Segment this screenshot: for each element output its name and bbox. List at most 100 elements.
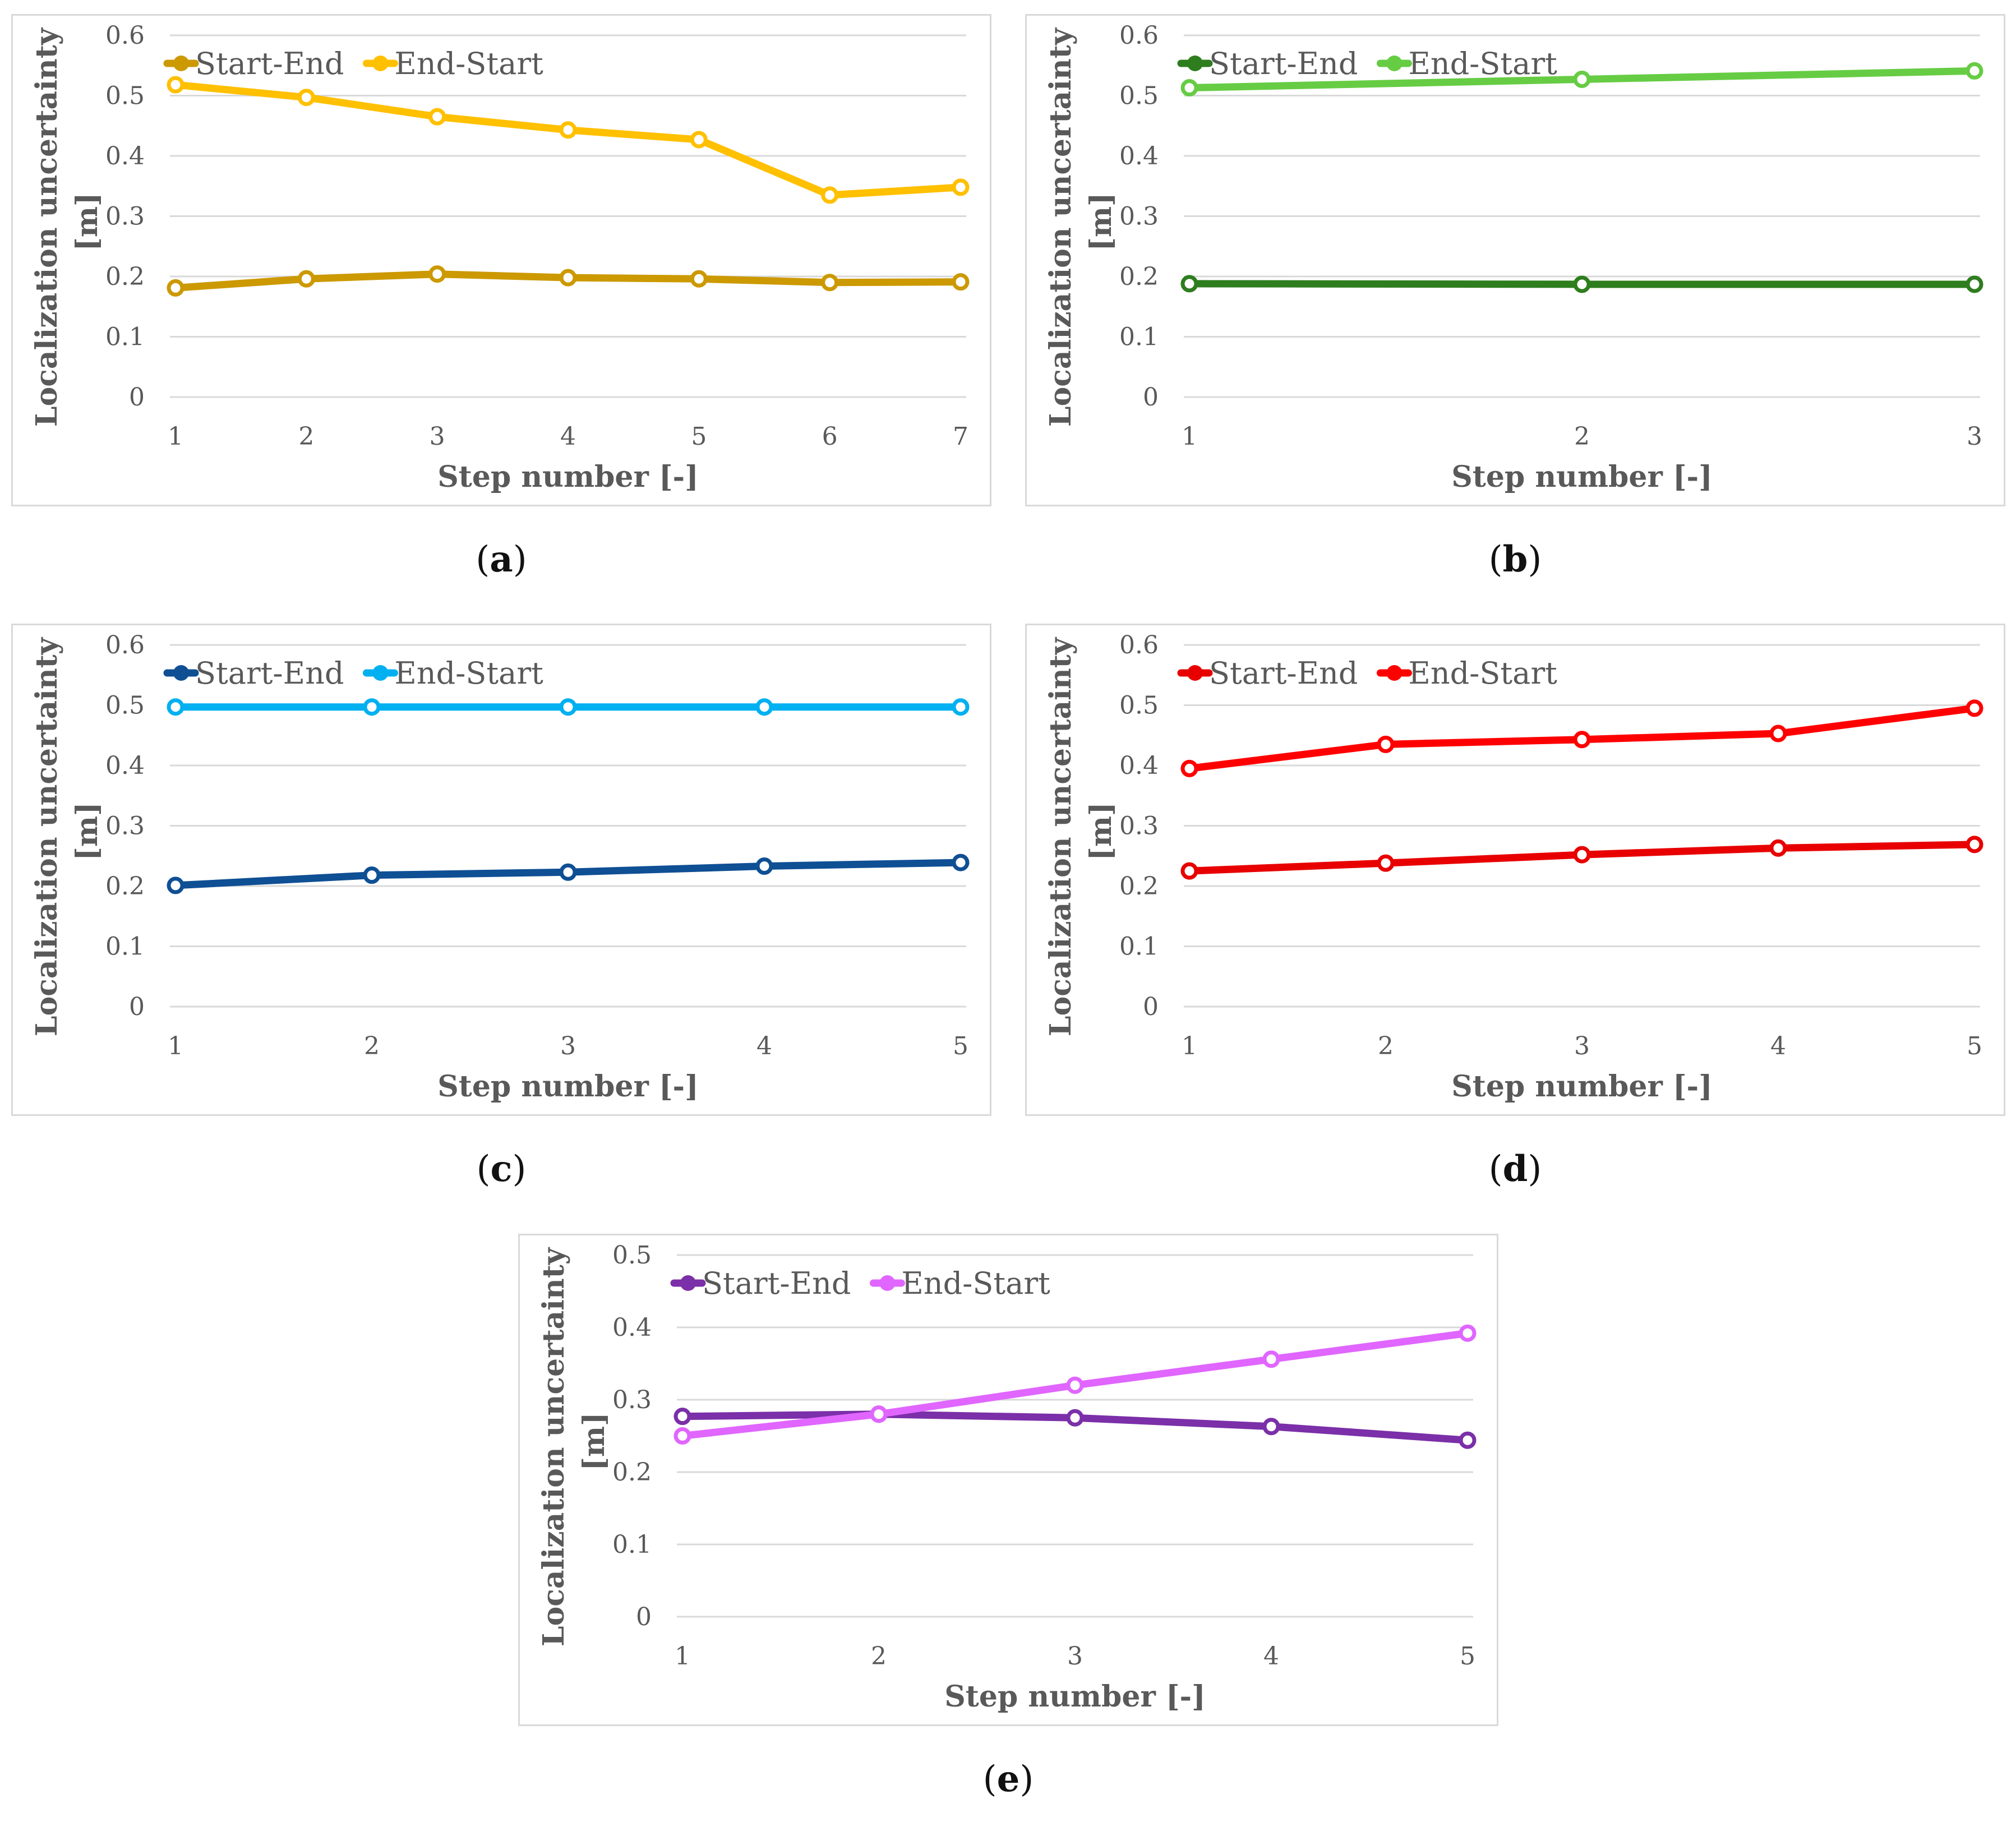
legend-marker-start-end bbox=[173, 665, 189, 681]
y-tick-label: 0.5 bbox=[105, 82, 145, 110]
x-axis-title: Step number [-] bbox=[1451, 1069, 1713, 1104]
x-tick-label: 4 bbox=[1770, 1032, 1786, 1060]
y-tick-label: 0.1 bbox=[1119, 323, 1159, 352]
x-tick-label: 1 bbox=[168, 1032, 183, 1060]
data-point-end-start bbox=[1966, 699, 1983, 717]
data-point-start-end bbox=[690, 270, 708, 288]
y-tick-label: 0 bbox=[1143, 993, 1159, 1021]
data-point-start-end bbox=[1180, 275, 1198, 293]
y-tick-label: 0.4 bbox=[105, 142, 145, 170]
y-tick-label: 0.5 bbox=[612, 1241, 652, 1270]
data-point-start-end bbox=[952, 273, 970, 291]
legend-marker-start-end bbox=[173, 56, 189, 71]
legend-label-start-end: Start-End bbox=[195, 656, 344, 691]
chart-b-svg: 0 0.1 0.2 0.3 0.4 0.5 0.6 1 2 3 Step number [-] Loc… bbox=[1044, 21, 1983, 494]
legend-label-start-end: Start-End bbox=[195, 46, 344, 81]
chart-d-svg: 0 0.1 0.2 0.3 0.4 0.5 0.6 1 2 3 4 5 Step number [-] L… bbox=[1044, 631, 1983, 1104]
caption-d: (d) bbox=[1488, 1148, 1542, 1190]
data-point-start-end bbox=[297, 270, 315, 288]
legend-marker-end-start bbox=[879, 1275, 896, 1291]
chart-panel-b: 0 0.1 0.2 0.3 0.4 0.5 0.6 1 2 3 Step number [-] Loc… bbox=[1025, 14, 2005, 506]
data-point-end-start bbox=[1180, 759, 1198, 777]
legend-label-end-start: End-Start bbox=[1408, 46, 1557, 81]
x-tick-label: 5 bbox=[1460, 1642, 1475, 1671]
x-tick-label: 1 bbox=[168, 422, 183, 451]
data-point-end-start bbox=[1573, 731, 1591, 749]
y-tick-label: 0.6 bbox=[105, 631, 145, 659]
x-axis-title: Step number [-] bbox=[1451, 460, 1713, 494]
x-tick-label: 3 bbox=[430, 422, 445, 451]
legend-marker-start-end bbox=[1187, 56, 1203, 71]
legend-label-start-end: Start-End bbox=[702, 1266, 851, 1301]
data-point-start-end bbox=[167, 877, 184, 894]
data-point-start-end bbox=[363, 866, 381, 884]
data-point-start-end bbox=[1966, 836, 1983, 854]
y-tick-label: 0.2 bbox=[105, 872, 145, 901]
y-axis-unit: [m] bbox=[70, 802, 104, 860]
chart-panel-e: 0 0.1 0.2 0.3 0.4 0.5 1 2 3 4 5 Step number [-] Loca… bbox=[518, 1234, 1498, 1726]
legend-marker-end-start bbox=[372, 665, 389, 681]
data-point-end-start bbox=[428, 108, 446, 126]
data-point-end-start bbox=[1066, 1376, 1084, 1394]
data-point-end-start bbox=[1459, 1324, 1477, 1342]
data-point-end-start bbox=[1262, 1350, 1280, 1368]
x-tick-label: 4 bbox=[1263, 1642, 1279, 1671]
legend-marker-start-end bbox=[680, 1275, 696, 1291]
legend-marker-end-start bbox=[1386, 665, 1403, 681]
y-tick-label: 0.5 bbox=[1119, 691, 1159, 720]
data-point-start-end bbox=[1573, 275, 1591, 293]
y-axis-title: Localization uncertainty bbox=[1044, 636, 1078, 1036]
y-tick-label: 0 bbox=[636, 1603, 652, 1631]
x-tick-label: 7 bbox=[953, 422, 968, 451]
y-axis-title: Localization uncertainty bbox=[30, 27, 64, 427]
y-tick-label: 0 bbox=[129, 383, 145, 412]
data-point-end-start bbox=[1180, 79, 1198, 97]
x-tick-label: 3 bbox=[1067, 1642, 1083, 1671]
y-tick-label: 0 bbox=[129, 993, 145, 1021]
x-tick-label: 2 bbox=[364, 1032, 380, 1060]
x-tick-label: 2 bbox=[1574, 422, 1590, 451]
data-point-start-end bbox=[1066, 1409, 1084, 1427]
y-axis-unit: [m] bbox=[577, 1412, 611, 1470]
data-point-start-end bbox=[673, 1408, 691, 1426]
y-axis-unit: [m] bbox=[70, 192, 104, 251]
y-tick-label: 0.1 bbox=[105, 933, 145, 961]
legend-label-end-start: End-Start bbox=[1408, 656, 1557, 691]
y-tick-label: 0.3 bbox=[1119, 202, 1159, 231]
x-tick-label: 5 bbox=[691, 422, 707, 451]
y-axis-unit: [m] bbox=[1084, 802, 1118, 860]
y-tick-label: 0.5 bbox=[105, 691, 145, 720]
y-tick-label: 0.3 bbox=[1119, 812, 1159, 841]
x-tick-label: 4 bbox=[560, 422, 576, 451]
y-tick-label: 0.3 bbox=[612, 1386, 652, 1414]
y-tick-label: 0.4 bbox=[1119, 751, 1159, 780]
chart-panel-c: 0 0.1 0.2 0.3 0.4 0.5 0.6 1 2 3 4 5 Step number [-] L… bbox=[11, 624, 991, 1116]
y-tick-label: 0.2 bbox=[1119, 872, 1159, 901]
y-tick-label: 0.4 bbox=[612, 1313, 652, 1342]
chart-a-svg: 0 0.1 0.2 0.3 0.4 0.5 0.6 1 2 3 4 5 6 7 Step number [-… bbox=[30, 21, 970, 494]
x-tick-label: 3 bbox=[560, 1032, 576, 1060]
caption-e: (e) bbox=[982, 1758, 1034, 1800]
data-point-end-start bbox=[363, 698, 381, 716]
x-tick-label: 6 bbox=[822, 422, 838, 451]
legend-label-end-start: End-Start bbox=[394, 46, 543, 81]
y-tick-label: 0.4 bbox=[1119, 142, 1159, 170]
data-point-end-start bbox=[297, 89, 315, 107]
legend-label-end-start: End-Start bbox=[394, 656, 543, 691]
legend-label-start-end: Start-End bbox=[1209, 46, 1358, 81]
data-point-end-start bbox=[167, 76, 184, 94]
series-line-end-start bbox=[172, 81, 965, 199]
y-axis-title: Localization uncertainty bbox=[1044, 27, 1078, 427]
data-point-start-end bbox=[559, 863, 577, 881]
x-tick-label: 1 bbox=[1182, 1032, 1197, 1060]
y-tick-label: 0.2 bbox=[612, 1458, 652, 1487]
legend-label-start-end: Start-End bbox=[1209, 656, 1358, 691]
chart-panel-a: 0 0.1 0.2 0.3 0.4 0.5 0.6 1 2 3 4 5 6 7 Step number [-… bbox=[11, 14, 991, 506]
chart-e-svg: 0 0.1 0.2 0.3 0.4 0.5 1 2 3 4 5 Step number [-] Loca… bbox=[537, 1241, 1477, 1714]
y-axis-unit: [m] bbox=[1084, 192, 1118, 251]
x-axis-title: Step number [-] bbox=[437, 460, 699, 494]
x-tick-label: 2 bbox=[871, 1642, 887, 1671]
y-tick-label: 0.5 bbox=[1119, 82, 1159, 110]
data-point-end-start bbox=[673, 1427, 691, 1445]
y-tick-label: 0 bbox=[1143, 383, 1159, 412]
